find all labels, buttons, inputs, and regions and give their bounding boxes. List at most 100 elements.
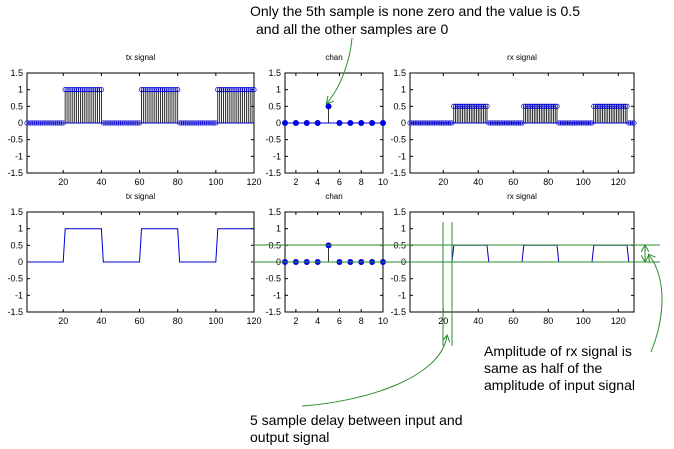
stem-marker — [463, 103, 469, 109]
stem-marker — [584, 120, 590, 126]
stem-marker — [169, 87, 175, 93]
stem-marker — [39, 120, 45, 126]
stem-marker — [230, 87, 236, 93]
stem-marker — [213, 120, 219, 126]
stem-marker — [591, 103, 597, 109]
stem-marker — [407, 120, 413, 126]
y-tick-label: 1 — [401, 224, 406, 234]
y-tick-label: 1 — [276, 224, 281, 234]
subplot-top-right: rx signal 1.5 1 0.5 0 -0.5 -1 -1.5 20 40 60 80 100 12… — [390, 53, 637, 187]
stem-marker — [219, 87, 225, 93]
stem-marker — [528, 103, 534, 109]
subplot-title: chan — [325, 192, 342, 201]
y-tick-label: 1.5 — [393, 68, 406, 78]
stem-marker — [491, 120, 497, 126]
stem-marker — [451, 103, 457, 109]
x-tick-label: 60 — [508, 316, 518, 326]
stem-marker — [241, 87, 248, 93]
stem-marker — [589, 120, 595, 126]
y-tick-label: -1.5 — [390, 307, 406, 317]
stem-marker — [517, 120, 523, 126]
stem-marker — [81, 87, 87, 93]
stem-marker — [325, 103, 332, 110]
x-tick-label: 100 — [576, 177, 591, 187]
stem-marker — [430, 120, 436, 126]
stem-marker — [35, 120, 41, 126]
stem-marker — [56, 120, 62, 126]
stem-marker — [505, 120, 511, 126]
x-tick-label: 20 — [58, 177, 68, 187]
stem-marker — [178, 120, 185, 126]
y-tick-label: 1 — [276, 85, 281, 95]
annotation-arrow-bottom — [301, 336, 447, 407]
y-tick-label: 1.5 — [393, 207, 406, 217]
stem-marker — [477, 103, 483, 109]
stem-marker — [240, 87, 246, 93]
x-tick-label: 6 — [337, 316, 342, 326]
stem-marker — [43, 120, 49, 126]
stem-marker — [410, 120, 417, 126]
y-tick-label: -0.5 — [390, 274, 406, 284]
stem-marker — [131, 120, 137, 126]
stem-marker — [201, 120, 207, 126]
stem-marker — [538, 103, 544, 109]
x-tick-label: 4 — [315, 177, 320, 187]
stem-marker — [440, 120, 446, 126]
stem-marker — [28, 120, 34, 126]
y-tick-label: 1.5 — [10, 207, 23, 217]
y-tick-label: -1.5 — [265, 168, 281, 178]
stem-marker — [515, 120, 522, 126]
stem-marker — [79, 87, 85, 93]
x-tick-label: 100 — [576, 316, 591, 326]
stem-marker — [519, 120, 525, 126]
x-tick-label: 2 — [293, 316, 298, 326]
y-tick-label: 0.5 — [10, 240, 23, 250]
stem-marker — [104, 120, 110, 126]
y-tick-label: -1.5 — [7, 168, 23, 178]
subplot-top-middle: chan 1.5 1 0.5 0 -0.5 -1 -1.5 2 4 6 8 10 — [265, 53, 388, 187]
stem-marker — [188, 120, 194, 126]
subplot-bottom-left: tx signal 1.5 1 0.5 0 -0.5 -1 -1.5 20 40 60 80 100 12… — [7, 192, 261, 326]
x-tick-label: 80 — [173, 177, 183, 187]
stem-marker — [620, 103, 627, 109]
stem-marker — [524, 103, 530, 109]
stem-marker — [198, 120, 204, 126]
stem-marker — [582, 120, 588, 126]
y-tick-label: 0.5 — [393, 101, 406, 111]
stem-marker — [182, 120, 188, 126]
stem-marker — [470, 103, 476, 109]
y-tick-label: 1 — [18, 224, 23, 234]
stem-marker — [173, 87, 179, 93]
subplot-title: rx signal — [507, 192, 537, 201]
stem-marker — [236, 87, 242, 93]
stem-marker — [556, 120, 562, 126]
y-tick-label: 0.5 — [268, 101, 281, 111]
stem-marker — [629, 120, 635, 126]
subplot-title: chan — [325, 53, 342, 62]
stem-marker — [175, 87, 181, 93]
stem-marker — [24, 120, 30, 126]
stem-marker — [522, 103, 529, 109]
stem-marker — [148, 87, 154, 93]
stem-marker — [96, 87, 103, 93]
subplot-bottom-right: rx signal1.510.50-0.5-1-1.52040608010012… — [390, 192, 635, 326]
stem-marker — [215, 87, 221, 93]
annotation-right-line1: Amplitude of rx signal is — [484, 343, 632, 359]
stem-marker — [493, 120, 499, 126]
annotation-top-line2: and all the other samples are 0 — [256, 21, 448, 37]
stem-marker — [64, 87, 70, 93]
stem-marker — [466, 103, 473, 109]
stem-marker — [93, 87, 99, 93]
stem-marker — [622, 103, 628, 109]
stem-marker — [619, 103, 625, 109]
annotation-top-line1: Only the 5th sample is none zero and the… — [250, 3, 580, 19]
stem-marker — [98, 87, 104, 93]
y-tick-label: -1 — [273, 290, 281, 300]
stem-marker — [496, 120, 502, 126]
y-tick-label: -0.5 — [7, 135, 23, 145]
stem-marker — [545, 103, 551, 109]
stem-marker — [459, 103, 466, 109]
annotation-bottom-line1: 5 sample delay between input and — [250, 412, 462, 428]
stem-marker — [108, 120, 114, 126]
